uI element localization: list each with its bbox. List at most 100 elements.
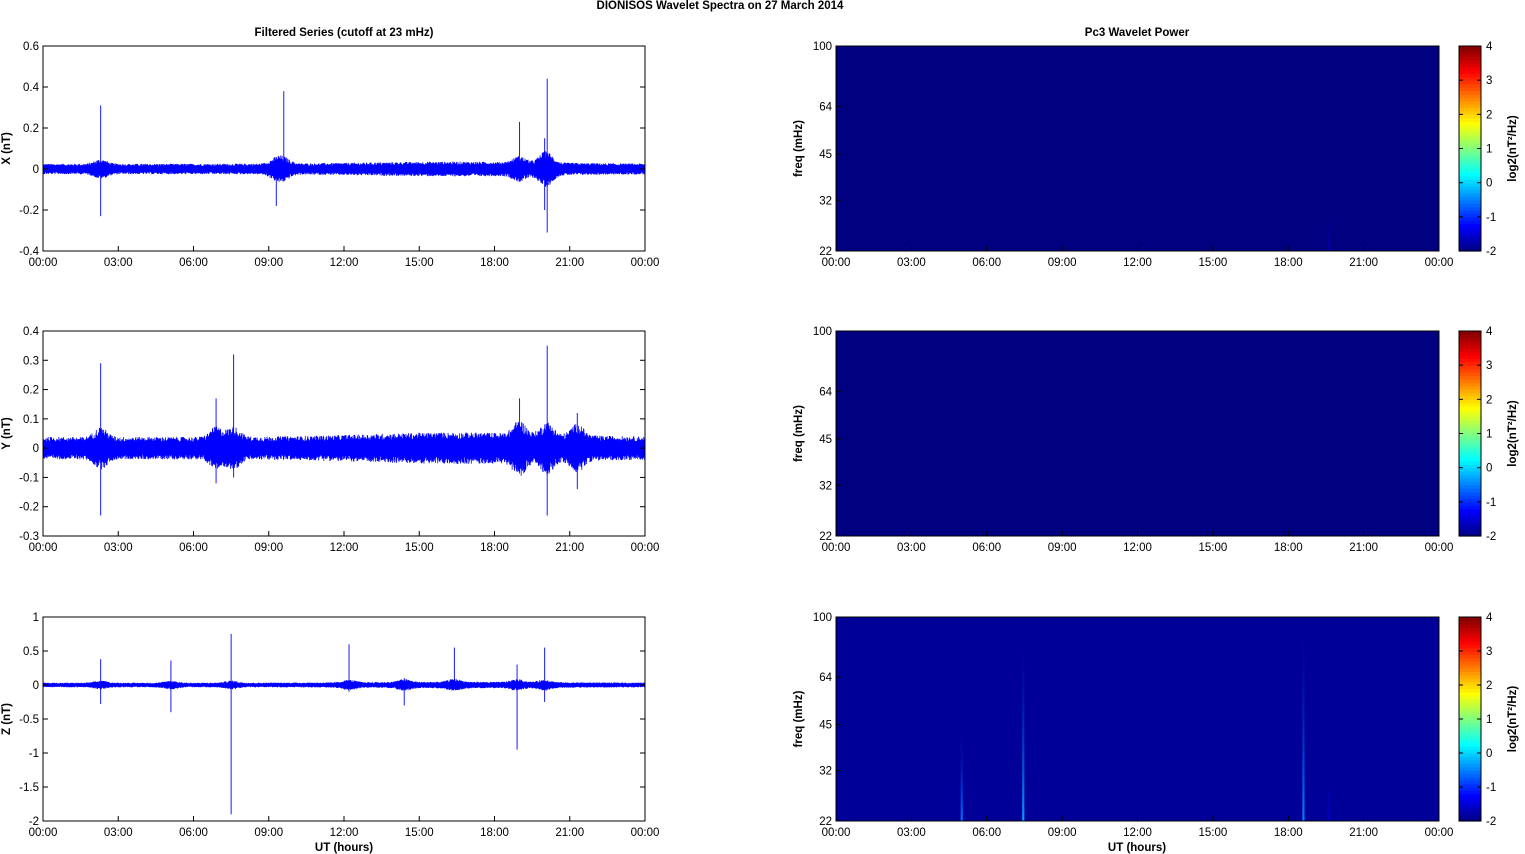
wavelet-z-ytick-label: 45 (819, 720, 832, 732)
wavelet-x-colorbar-segment (1459, 104, 1481, 109)
wavelet-z-colorbar-segment (1459, 732, 1481, 737)
wavelet-y-colorbar-segment (1459, 491, 1481, 496)
wavelet-x-xtick-label: 21:00 (1349, 257, 1378, 269)
filtered-z-ytick-label: -0.5 (19, 714, 39, 726)
wavelet-y-colorbar-label: log2(nT²/Hz) (1507, 400, 1519, 467)
wavelet-y-colorbar-tick-label: -1 (1486, 497, 1496, 509)
wavelet-z-colorbar-segment (1459, 654, 1481, 659)
wavelet-x-xtick-label: 00:00 (822, 257, 851, 269)
wavelet-y-ytick-label: 32 (819, 480, 832, 492)
wavelet-y-xtick-label: 00:00 (822, 542, 851, 554)
wavelet-y-colorbar-segment (1459, 481, 1481, 486)
wavelet-y-colorbar-segment (1459, 337, 1481, 342)
wavelet-x-colorbar-segment (1459, 233, 1481, 238)
wavelet-y-colorbar-segment (1459, 505, 1481, 510)
wavelet-x-colorbar-segment (1459, 196, 1481, 201)
wavelet-z-colorbar-segment (1459, 756, 1481, 761)
wavelet-x-colorbar-tick-label: 1 (1486, 144, 1492, 156)
wavelet-y-colorbar-segment (1459, 389, 1481, 394)
filtered-y-ytick-label: 0.2 (23, 385, 39, 397)
wavelet-z-xtick-label: 00:00 (1425, 827, 1454, 839)
wavelet-z-colorbar-segment (1459, 810, 1481, 815)
wavelet-z-colorbar-segment (1459, 705, 1481, 710)
wavelet-x-colorbar-segment (1459, 138, 1481, 143)
wavelet-y-colorbar-tick-label: 4 (1486, 326, 1493, 338)
wavelet-z-colorbar-segment (1459, 800, 1481, 805)
wavelet-y-ytick-label: 22 (819, 531, 832, 543)
wavelet-x-colorbar-segment (1459, 216, 1481, 221)
wavelet-x-colorbar-label: log2(nT²/Hz) (1507, 115, 1519, 182)
filtered-y-ytick-label: -0.2 (19, 502, 39, 514)
filtered-y-ytick-label: -0.1 (19, 472, 39, 484)
wavelet-x-colorbar-segment (1459, 141, 1481, 146)
filtered-y-ytick-label: 0 (33, 443, 39, 455)
wavelet-x-colorbar-segment (1459, 97, 1481, 102)
filtered-y-xtick-label: 00:00 (631, 542, 660, 554)
wavelet-z-colorbar-segment (1459, 698, 1481, 703)
wavelet-z-xtick-label: 03:00 (897, 827, 926, 839)
wavelet-z-colorbar-tick-label: -2 (1486, 816, 1496, 828)
wavelet-x-power-streak (1327, 209, 1330, 251)
wavelet-z-colorbar-segment (1459, 773, 1481, 778)
wavelet-z-colorbar-segment (1459, 725, 1481, 730)
wavelet-z-xtick-label: 00:00 (822, 827, 851, 839)
wavelet-y-colorbar-segment (1459, 454, 1481, 459)
filtered-z-xtick-label: 12:00 (330, 827, 359, 839)
wavelet-x-colorbar-segment (1459, 244, 1481, 249)
wavelet-y-colorbar-segment (1459, 495, 1481, 500)
wavelet-x-colorbar-segment (1459, 93, 1481, 98)
filtered-z-ytick-label: -1.5 (19, 782, 39, 794)
wavelet-x-colorbar-tick-label: 3 (1486, 75, 1492, 87)
wavelet-y-colorbar-segment (1459, 498, 1481, 503)
wavelet-x-colorbar-segment (1459, 134, 1481, 139)
wavelet-z-colorbar-segment (1459, 776, 1481, 781)
wavelet-y-colorbar-segment (1459, 426, 1481, 431)
filtered-z-xtick-label: 21:00 (555, 827, 584, 839)
figure-title: DIONISOS Wavelet Spectra on 27 March 201… (597, 0, 845, 12)
wavelet-x-colorbar-segment (1459, 213, 1481, 218)
wavelet-y-colorbar-segment (1459, 354, 1481, 359)
wavelet-x-colorbar-tick-label: 0 (1486, 178, 1492, 190)
wavelet-z-colorbar-segment (1459, 712, 1481, 717)
wavelet-z-y-axis-label: freq (mHz) (793, 690, 805, 747)
wavelet-z-colorbar-segment (1459, 634, 1481, 638)
wavelet-y-colorbar-segment (1459, 440, 1481, 445)
right-column-title: Pc3 Wavelet Power (1085, 27, 1190, 39)
wavelet-y-colorbar-segment (1459, 532, 1481, 537)
wavelet-z-ytick-label: 22 (819, 816, 832, 828)
wavelet-y-xtick-label: 03:00 (897, 542, 926, 554)
wavelet-y-colorbar-segment (1459, 443, 1481, 448)
filtered-x-series-line (42, 151, 646, 187)
filtered-x-ytick-label: -0.2 (19, 205, 39, 217)
wavelet-x-colorbar-tick-label: 2 (1486, 109, 1492, 121)
wavelet-x-colorbar-segment (1459, 240, 1481, 245)
wavelet-y-colorbar-segment (1459, 372, 1481, 377)
wavelet-y-colorbar-segment (1459, 341, 1481, 346)
wavelet-z-colorbar-segment (1459, 797, 1481, 802)
wavelet-z-colorbar-segment (1459, 736, 1481, 740)
wavelet-z-colorbar-segment (1459, 766, 1481, 771)
wavelet-x-colorbar-segment (1459, 220, 1481, 225)
filtered-y-ytick-label: 0.4 (23, 326, 40, 338)
wavelet-x-xtick-label: 18:00 (1274, 257, 1303, 269)
wavelet-x-colorbar-segment (1459, 162, 1481, 167)
wavelet-x-colorbar-segment (1459, 192, 1481, 197)
wavelet-y-colorbar-segment (1459, 358, 1481, 363)
wavelet-z-colorbar-segment (1459, 807, 1481, 812)
wavelet-x-colorbar-segment (1459, 148, 1481, 153)
wavelet-x-ytick-label: 100 (813, 41, 832, 53)
wavelet-y-colorbar-segment (1459, 402, 1481, 407)
filtered-z-series-line (42, 678, 646, 691)
wavelet-x-colorbar-segment (1459, 155, 1481, 160)
wavelet-y-colorbar-segment (1459, 348, 1481, 353)
wavelet-z-colorbar-segment (1459, 674, 1481, 679)
wavelet-x-colorbar-segment (1459, 124, 1481, 129)
wavelet-y-colorbar-segment (1459, 460, 1481, 465)
wavelet-z-colorbar-segment (1459, 630, 1481, 635)
wavelet-x-colorbar-segment (1459, 83, 1481, 88)
wavelet-y-colorbar-segment (1459, 423, 1481, 428)
wavelet-y-colorbar-segment (1459, 488, 1481, 493)
filtered-x-axes-frame (42, 45, 646, 252)
filtered-y-ytick-label: -0.3 (19, 531, 39, 543)
